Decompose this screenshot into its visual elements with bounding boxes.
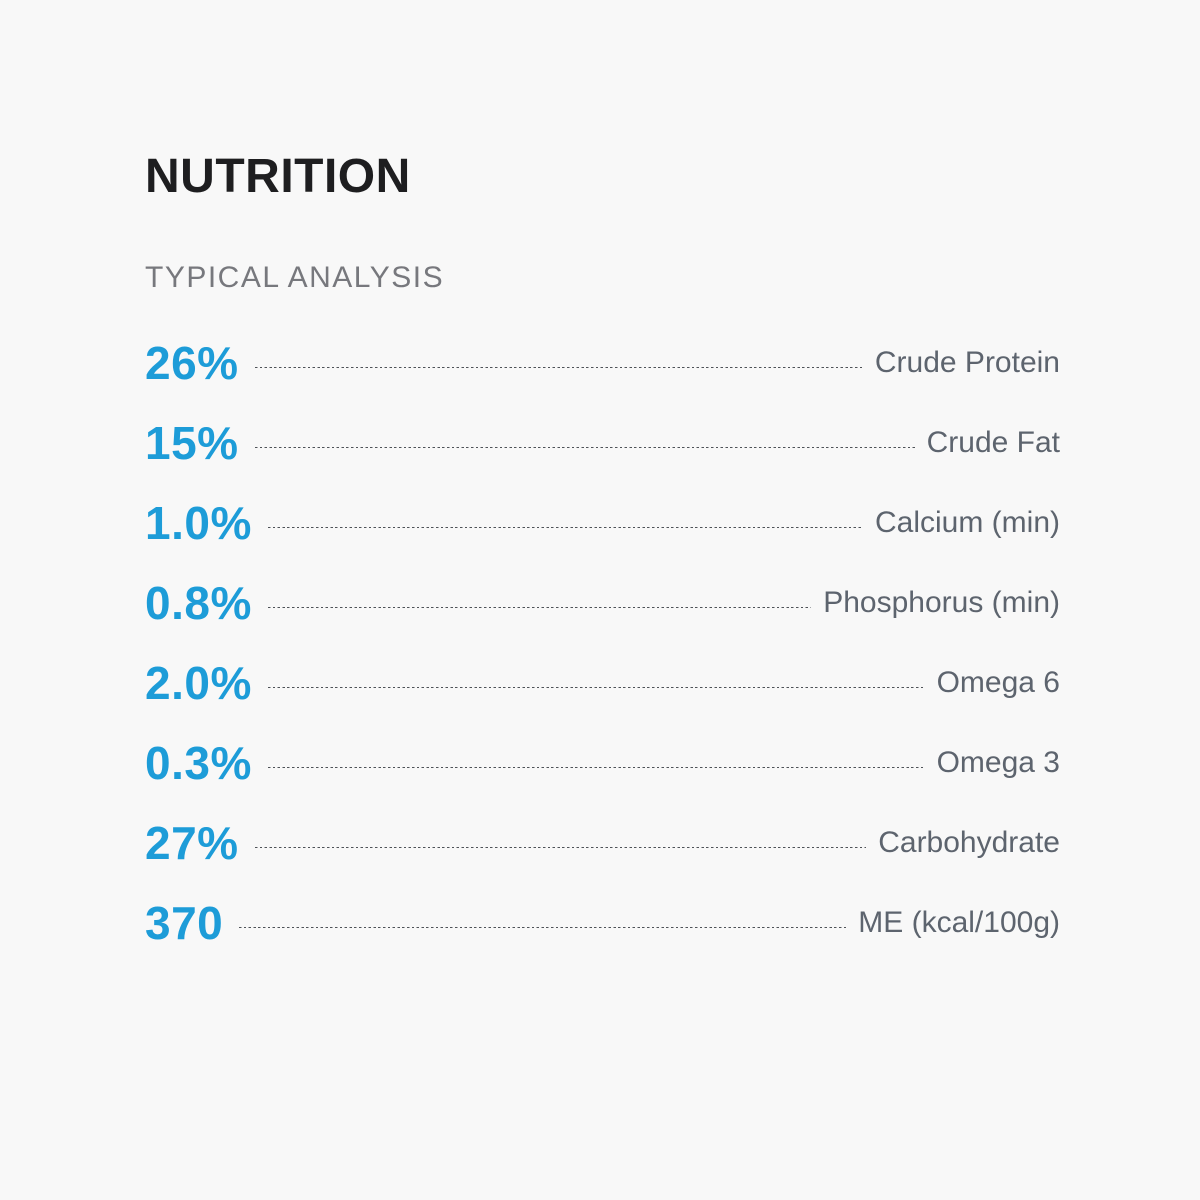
analysis-label: Omega 3 [936, 745, 1060, 779]
section-title: NUTRITION [145, 150, 411, 203]
analysis-row: 27% Carbohydrate [145, 803, 1060, 883]
dotted-leader [267, 686, 925, 689]
analysis-row: 1.0% Calcium (min) [145, 483, 1060, 563]
analysis-label: Phosphorus (min) [823, 585, 1060, 619]
analysis-row: 0.3% Omega 3 [145, 723, 1060, 803]
analysis-value: 0.8% [145, 576, 252, 629]
dotted-leader [254, 846, 867, 849]
analysis-value: 26% [145, 336, 239, 389]
dotted-leader [239, 926, 847, 929]
analysis-value: 27% [145, 816, 239, 869]
analysis-value: 1.0% [145, 496, 252, 549]
analysis-row: 15% Crude Fat [145, 403, 1060, 483]
dotted-leader [267, 526, 863, 529]
analysis-label: ME (kcal/100g) [858, 905, 1060, 939]
dotted-leader [254, 366, 863, 369]
analysis-label: Calcium (min) [874, 505, 1060, 539]
analysis-row: 370 ME (kcal/100g) [145, 883, 1060, 963]
analysis-row: 0.8% Phosphorus (min) [145, 563, 1060, 643]
dotted-leader [267, 606, 812, 609]
analysis-value: 0.3% [145, 736, 252, 789]
analysis-row: 26% Crude Protein [145, 323, 1060, 403]
analysis-value: 370 [145, 896, 224, 949]
analysis-label: Crude Fat [926, 425, 1060, 459]
nutrition-section: NUTRITION TYPICAL ANALYSIS 26% Crude Pro… [145, 150, 1060, 963]
analysis-list: 26% Crude Protein 15% Crude Fat 1.0% Cal… [145, 323, 1060, 963]
analysis-label: Omega 6 [936, 665, 1060, 699]
dotted-leader [267, 766, 925, 769]
dotted-leader [254, 446, 915, 449]
typical-analysis-subtitle: TYPICAL ANALYSIS [145, 260, 445, 294]
analysis-label: Carbohydrate [878, 825, 1060, 859]
analysis-value: 15% [145, 416, 239, 469]
analysis-label: Crude Protein [874, 345, 1060, 379]
analysis-value: 2.0% [145, 656, 252, 709]
analysis-row: 2.0% Omega 6 [145, 643, 1060, 723]
